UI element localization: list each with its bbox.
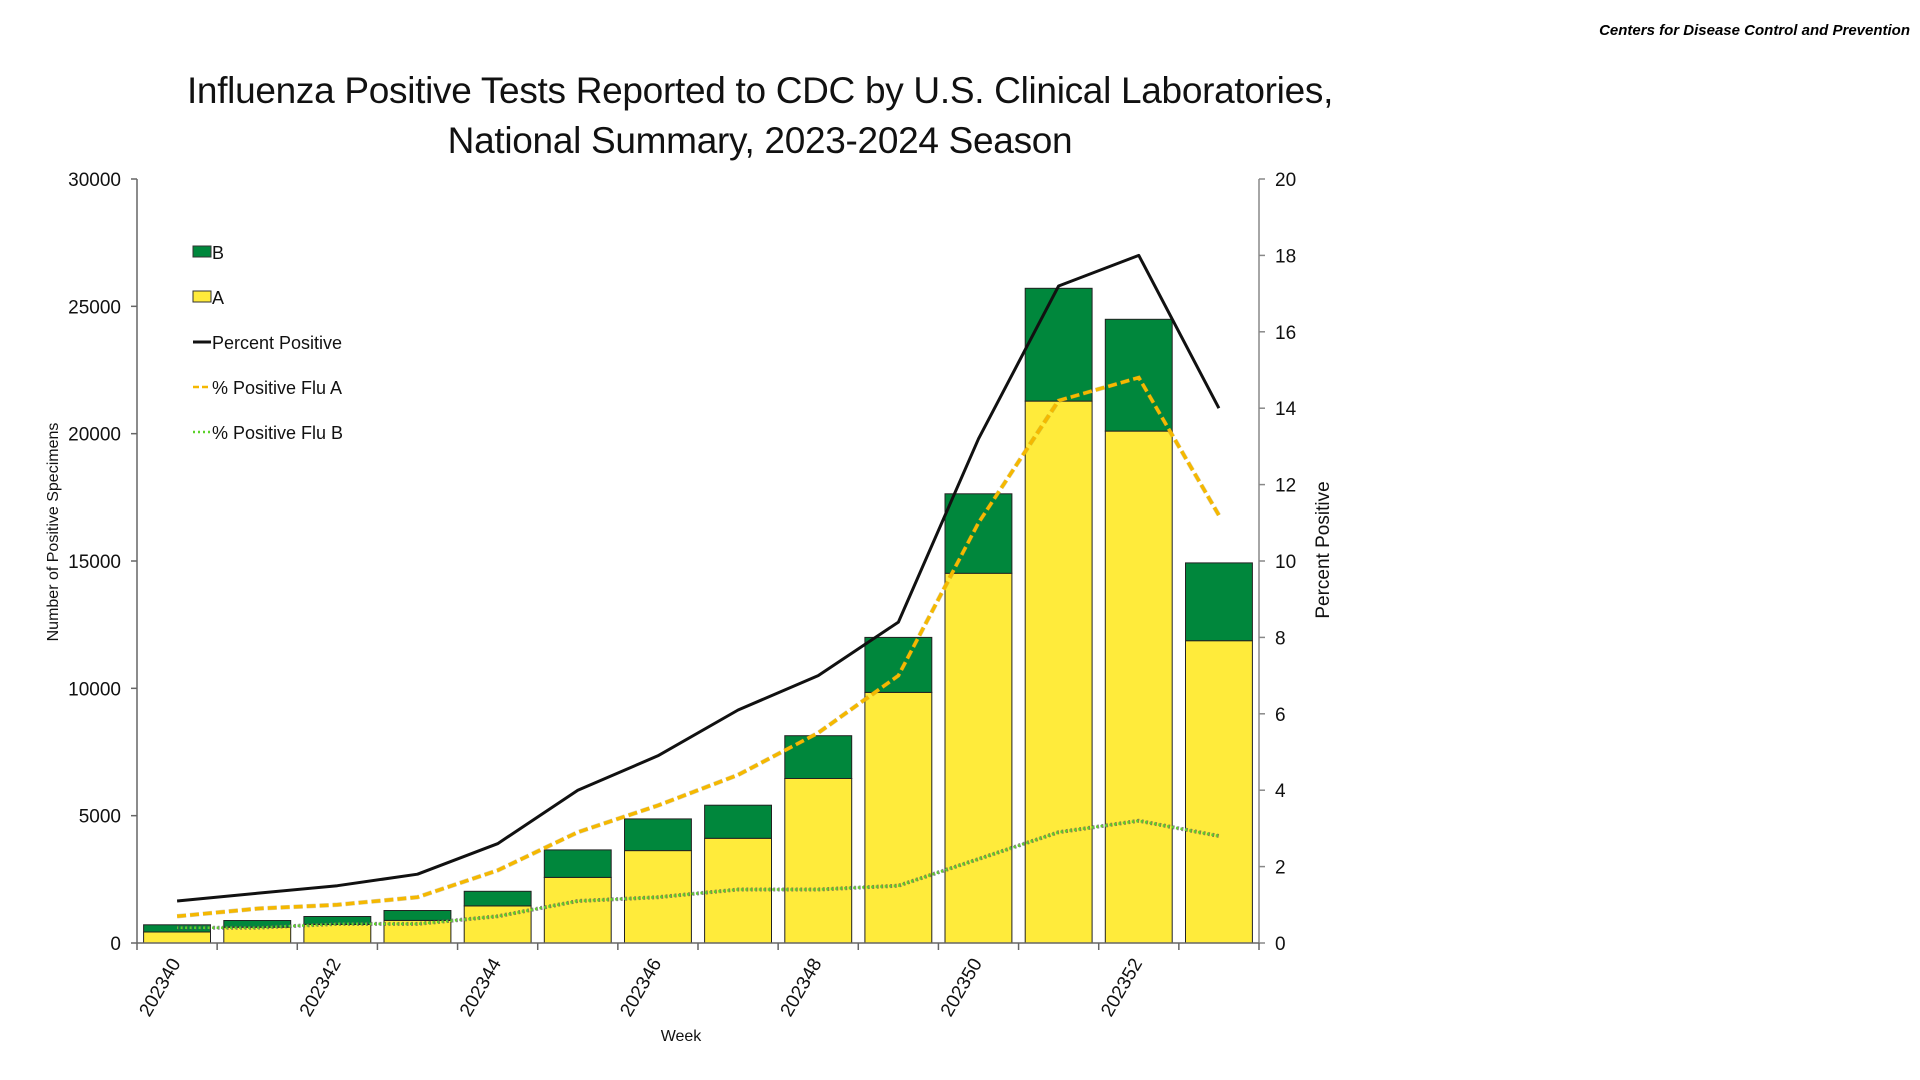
- bars-layer: [143, 287, 1253, 944]
- y2-tick-label: 2: [1275, 858, 1286, 879]
- bar-b-202344: [463, 890, 532, 907]
- y-tick-label: 0: [110, 934, 121, 955]
- y-tick-label: 30000: [68, 170, 121, 191]
- bar-b-202351: [1024, 287, 1093, 402]
- y2-tick-label: 4: [1275, 781, 1286, 802]
- bar-b-202353: [1185, 562, 1253, 642]
- y2-tick-label: 12: [1275, 476, 1296, 497]
- x-tick-label: 202348: [777, 955, 827, 1020]
- bar-b-202349: [864, 636, 933, 693]
- bar-a-202340: [143, 931, 212, 944]
- bar-a-202351: [1024, 400, 1093, 944]
- bar-a-202352: [1104, 430, 1173, 944]
- legend-item-b: B: [192, 243, 224, 263]
- legend-swatch-a: [192, 290, 212, 303]
- bar-b-202345: [543, 849, 612, 878]
- legend-item-percent-positive: Percent Positive: [193, 333, 342, 353]
- legend-item-a: A: [192, 288, 224, 308]
- legend-label-positive-flu-a: % Positive Flu A: [212, 378, 342, 398]
- bar-a-202348: [784, 778, 853, 944]
- legend-label-percent-positive: Percent Positive: [212, 333, 342, 353]
- y2-tick-label: 10: [1275, 552, 1296, 573]
- bar-a-202341: [223, 926, 292, 944]
- y2-tick-label: 8: [1275, 628, 1286, 649]
- bar-a-202344: [463, 905, 532, 944]
- legend-label-a: A: [212, 288, 224, 308]
- x-tick-label: 202342: [296, 955, 346, 1020]
- bar-a-202349: [864, 691, 933, 944]
- line-positive-flu-b-shadow: [177, 818, 1220, 930]
- legend-item-positive-flu-b: % Positive Flu B: [193, 423, 343, 443]
- legend-label-positive-flu-b: % Positive Flu B: [212, 423, 343, 443]
- y-tick-label: 10000: [68, 679, 121, 700]
- chart-title-line-2: National Summary, 2023-2024 Season: [447, 120, 1073, 161]
- x-tick-label: 202350: [937, 955, 987, 1020]
- bar-a-202350: [944, 572, 1013, 944]
- bar-a-202342: [303, 923, 372, 944]
- legend-swatch-b: [192, 245, 212, 258]
- line-positive-flu-a: [176, 375, 1221, 919]
- x-tick-label: 202352: [1097, 955, 1147, 1020]
- y2-tick-label: 20: [1275, 170, 1296, 191]
- y2-tick-label: 16: [1275, 323, 1296, 344]
- y2-tick-label: 6: [1275, 705, 1286, 726]
- bar-b-202347: [704, 804, 772, 839]
- bar-b-202343: [383, 910, 452, 921]
- y-tick-label: 15000: [68, 552, 121, 573]
- y2-tick-label: 0: [1275, 934, 1286, 955]
- x-tick-label: 202340: [136, 955, 186, 1020]
- bar-b-202346: [624, 818, 692, 852]
- chart-title-line-1: Influenza Positive Tests Reported to CDC…: [186, 70, 1334, 111]
- bar-b-202342: [303, 916, 372, 925]
- y-axis-title: Number of Positive Specimens: [45, 423, 62, 642]
- y2-axis-title: Percent Positive: [1313, 481, 1334, 618]
- legend: B A Percent Positive % Positive Flu A % Posi…: [192, 243, 343, 443]
- bar-b-202348: [784, 735, 853, 780]
- chart-title: Influenza Positive Tests Reported to CDC…: [60, 66, 1460, 166]
- legend-item-positive-flu-a: % Positive Flu A: [193, 378, 342, 398]
- organization-label: Centers for Disease Control and Preventi…: [1599, 22, 1910, 39]
- y-tick-label: 20000: [68, 425, 121, 446]
- bar-a-202345: [543, 876, 612, 944]
- line-percent-positive: [176, 253, 1221, 903]
- y2-tick-label: 14: [1275, 399, 1297, 420]
- bar-b-202350: [944, 493, 1013, 574]
- bar-a-202353: [1185, 640, 1253, 944]
- x-tick-label: 202346: [616, 955, 666, 1020]
- bar-b-202352: [1104, 318, 1173, 432]
- y2-tick-label: 18: [1275, 246, 1296, 267]
- x-axis-title: Week: [661, 1028, 703, 1045]
- y-tick-label: 25000: [68, 297, 121, 318]
- x-tick-label: 202344: [456, 955, 506, 1021]
- y-tick-label: 5000: [79, 807, 121, 828]
- lines-layer: [176, 253, 1221, 930]
- legend-label-b: B: [212, 243, 224, 263]
